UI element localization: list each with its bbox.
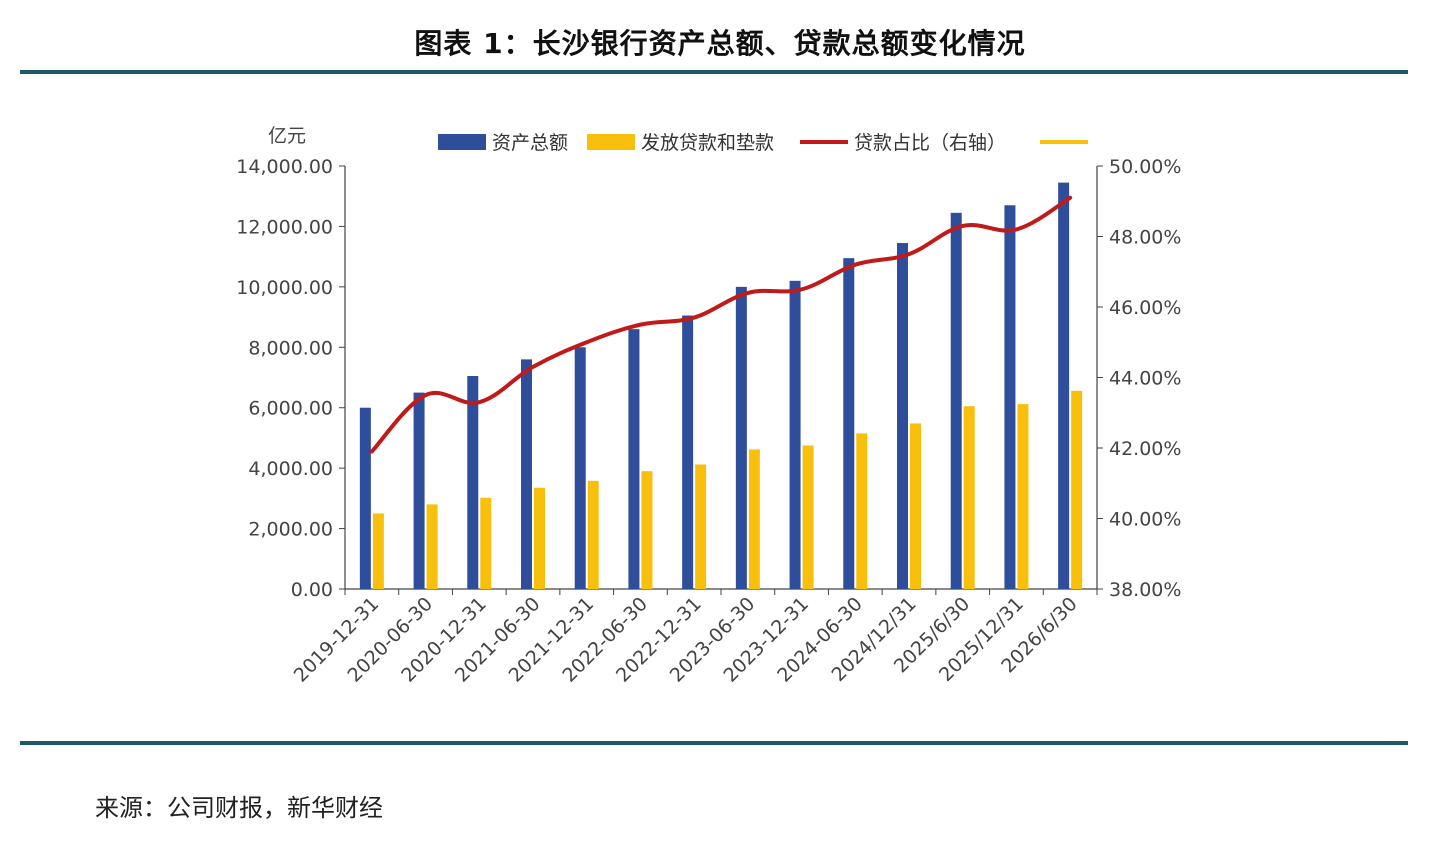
y-tick-label: 4,000.00 <box>248 458 333 480</box>
legend: 资产总额 发放贷款和垫款 贷款占比（右轴） <box>438 132 1088 154</box>
bar-loans <box>856 433 868 589</box>
bar-total-assets <box>359 407 371 589</box>
figure-title: 图表 1：长沙银行资产总额、贷款总额变化情况 <box>414 27 1026 60</box>
y2-tick-label: 44.00% <box>1109 368 1181 390</box>
bar-total-assets <box>682 315 694 589</box>
y-tick-label: 12,000.00 <box>236 216 333 238</box>
bar-total-assets <box>574 347 586 589</box>
bar-total-assets <box>950 212 962 589</box>
source-note: 来源：公司财报，新华财经 <box>95 794 383 822</box>
chart: 亿元 资产总额 发放贷款和垫款 贷款占比（右轴） 0.00 2,000.00 4,000… <box>236 125 1181 687</box>
bar-total-assets <box>1004 205 1016 589</box>
y2-tick-label: 46.00% <box>1109 297 1181 319</box>
bar-loans <box>910 423 921 589</box>
top-rule <box>20 70 1408 74</box>
bar-loans <box>587 480 599 589</box>
bar-loans <box>641 471 653 589</box>
bar-total-assets <box>1058 182 1070 589</box>
y-tick-label: 8,000.00 <box>248 337 333 359</box>
legend-item-loan-ratio-label: 贷款占比（右轴） <box>854 132 1006 154</box>
axes: 0.00 2,000.00 4,000.00 6,000.00 8,000.00 10,0… <box>236 156 1181 601</box>
bar-loans <box>1071 390 1083 589</box>
bar-total-assets <box>789 280 801 589</box>
x-axis-labels: 2019-12-312020-06-302020-12-312021-06-30… <box>290 593 1082 687</box>
bar-loans <box>802 445 814 589</box>
bar-total-assets <box>467 375 479 589</box>
bar-loans <box>426 504 438 589</box>
y2-tick-label: 42.00% <box>1109 438 1181 460</box>
bar-loans <box>372 513 384 589</box>
bar-loans <box>1017 404 1029 589</box>
legend-item-loans-label: 发放贷款和垫款 <box>641 132 774 154</box>
bar-loans <box>695 464 707 589</box>
bar-total-assets <box>735 286 747 589</box>
legend-item-loans-swatch <box>587 134 635 150</box>
bars <box>359 182 1083 589</box>
y-tick-label: 14,000.00 <box>236 156 333 178</box>
y-tick-label: 2,000.00 <box>248 519 333 541</box>
bar-loans <box>534 487 545 589</box>
y-tick-label: 0.00 <box>291 579 333 601</box>
bar-total-assets <box>843 258 855 589</box>
y2-tick-label: 38.00% <box>1109 579 1181 601</box>
loan-ratio-line <box>369 195 1073 454</box>
y2-tick-label: 50.00% <box>1109 156 1181 178</box>
bar-loans <box>748 449 760 589</box>
bar-total-assets <box>897 243 908 589</box>
y2-tick-label: 40.00% <box>1109 509 1181 531</box>
bar-total-assets <box>628 329 640 589</box>
y-tick-label: 6,000.00 <box>248 398 333 420</box>
y-tick-label: 10,000.00 <box>236 277 333 299</box>
legend-item-total-assets-label: 资产总额 <box>492 132 568 154</box>
y2-tick-label: 48.00% <box>1109 227 1181 249</box>
bar-loans <box>480 497 492 589</box>
bar-total-assets <box>521 359 532 589</box>
bar-loans <box>963 406 975 589</box>
bar-total-assets <box>413 392 425 589</box>
bottom-rule <box>20 741 1408 745</box>
y-axis-unit-label: 亿元 <box>268 125 306 147</box>
legend-item-total-assets-swatch <box>438 134 486 150</box>
ratio-line <box>369 195 1073 454</box>
